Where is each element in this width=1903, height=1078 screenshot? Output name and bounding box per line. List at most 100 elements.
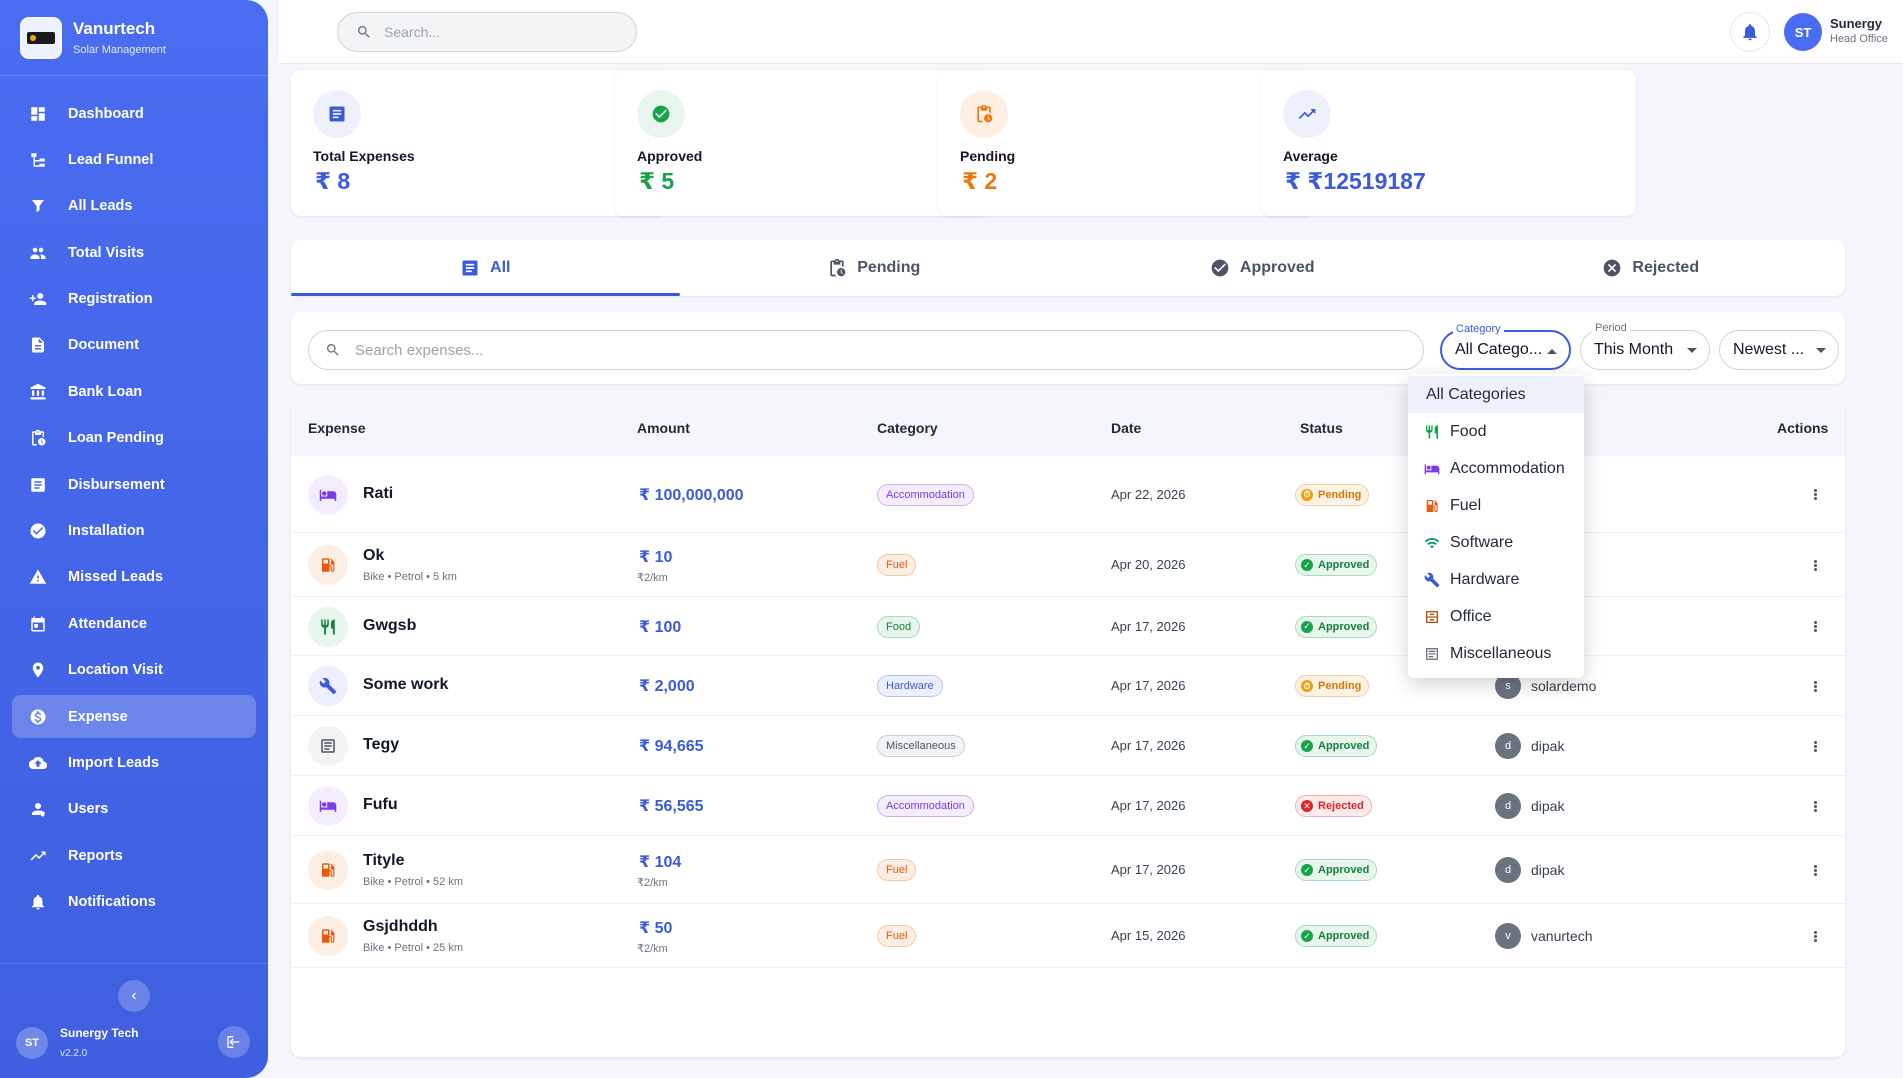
sidebar-item-installation[interactable]: Installation	[12, 510, 256, 553]
sidebar-item-all-leads[interactable]: All Leads	[12, 185, 256, 228]
period-select[interactable]: Period This Month	[1580, 322, 1710, 370]
category-icon-wrap	[308, 474, 348, 515]
pending-clipboard-icon	[32, 430, 46, 446]
expense-date: Apr 15, 2026	[1111, 928, 1186, 943]
table-row[interactable]: Gsjdhddh Bike • Petrol • 25 km ₹ 50 ₹2/km F…	[291, 904, 1845, 968]
bell-icon	[1743, 24, 1757, 41]
column-header-expense[interactable]: Expense	[308, 420, 366, 436]
expense-date: Apr 22, 2026	[1111, 486, 1186, 502]
sidebar-item-lead-funnel[interactable]: Lead Funnel	[12, 138, 256, 181]
sidebar-item-notifications[interactable]: Notifications	[12, 881, 256, 924]
sidebar-item-document[interactable]: Document	[12, 324, 256, 367]
sidebar-item-dashboard[interactable]: Dashboard	[12, 92, 256, 135]
user-menu[interactable]: Sunergy Head Office	[1830, 16, 1888, 45]
category-icon-wrap	[308, 850, 348, 890]
nav-icon-wrap	[28, 892, 48, 912]
logout-icon	[227, 1036, 240, 1048]
status-icon: ✕	[1301, 800, 1313, 812]
category-option-office[interactable]: Office	[1408, 598, 1584, 635]
tab-pending[interactable]: Pending	[680, 240, 1069, 296]
submitted-by: dipak	[1531, 738, 1565, 754]
global-search-input[interactable]: Search...	[337, 12, 637, 52]
sidebar-item-reports[interactable]: Reports	[12, 834, 256, 877]
sidebar-item-bank-loan[interactable]: Bank Loan	[12, 370, 256, 413]
row-actions-button[interactable]	[1805, 796, 1825, 816]
logout-button[interactable]	[218, 1026, 250, 1058]
sidebar-item-disbursement[interactable]: Disbursement	[12, 463, 256, 506]
table-row[interactable]: Fufu ₹ 56,565 Accommodation Apr 17, 2026 …	[291, 776, 1845, 836]
category-option-hardware[interactable]: Hardware	[1408, 561, 1584, 598]
category-option-accommodation[interactable]: Accommodation	[1408, 450, 1584, 487]
nav-icon-wrap	[28, 475, 48, 495]
tab-all[interactable]: All	[291, 240, 680, 296]
row-actions-button[interactable]	[1805, 555, 1825, 575]
column-header-date[interactable]: Date	[1111, 420, 1142, 436]
stat-label: Total Expenses	[313, 148, 415, 164]
column-header-category[interactable]: Category	[877, 420, 938, 436]
status-label: Rejected	[1318, 800, 1364, 812]
category-select[interactable]: Category All Catego...	[1440, 323, 1571, 370]
category-option-software[interactable]: Software	[1408, 524, 1584, 561]
filter-bar: Search expenses... Category All Catego..…	[291, 312, 1845, 384]
expense-table: Expense Amount Category Date Status Acti…	[291, 400, 1845, 1057]
row-actions-button[interactable]	[1805, 485, 1825, 505]
sidebar-item-total-visits[interactable]: Total Visits	[12, 231, 256, 274]
sort-select[interactable]: Newest ...	[1719, 330, 1839, 370]
row-actions-button[interactable]	[1805, 736, 1825, 756]
sidebar-item-registration[interactable]: Registration	[12, 278, 256, 321]
status-icon: ✓	[1301, 930, 1313, 942]
category-option-fuel[interactable]: Fuel	[1408, 487, 1584, 524]
table-row[interactable]: Tegy ₹ 94,665 Miscellaneous Apr 17, 2026 …	[291, 716, 1845, 776]
category-chip: Food	[877, 615, 921, 638]
sidebar-item-location-visit[interactable]: Location Visit	[12, 649, 256, 692]
tab-rejected[interactable]: Rejected	[1457, 240, 1846, 296]
cabinet-icon	[1426, 610, 1438, 623]
category-option-food[interactable]: Food	[1408, 413, 1584, 450]
category-option-miscellaneous[interactable]: Miscellaneous	[1408, 635, 1584, 672]
tab-label: Pending	[857, 259, 921, 276]
sidebar-item-label: Total Visits	[68, 244, 145, 261]
category-select-label: Category	[1453, 323, 1504, 335]
location-pin-icon	[32, 662, 44, 678]
notifications-button[interactable]	[1730, 12, 1770, 52]
receipt-icon	[462, 260, 478, 276]
table-row[interactable]: Gwgsb ₹ 100 Food Apr 17, 2026 ✓ Approved …	[291, 597, 1845, 656]
row-actions-button[interactable]	[1805, 926, 1825, 946]
expense-search-placeholder: Search expenses...	[355, 341, 484, 359]
table-row[interactable]: Ok Bike • Petrol • 5 km ₹ 10 ₹2/km Fuel Apr…	[291, 533, 1845, 597]
stat-cards: Total Expenses ₹ 8 Approved ₹ 5 Pending …	[291, 70, 1845, 216]
column-header-amount[interactable]: Amount	[637, 420, 690, 436]
sidebar-item-loan-pending[interactable]: Loan Pending	[12, 417, 256, 460]
column-header-status[interactable]: Status	[1300, 420, 1343, 436]
wrench-icon	[1424, 572, 1440, 587]
status-icon: ⏱	[1301, 488, 1313, 501]
row-actions-button[interactable]	[1805, 617, 1825, 637]
tab-label: Approved	[1239, 259, 1315, 276]
table-row[interactable]: Rati ₹ 100,000,000 Accommodation Apr 22, …	[291, 456, 1845, 533]
table-row[interactable]: Some work ₹ 2,000 Hardware Apr 17, 2026 ⏱…	[291, 656, 1845, 716]
fuel-pump-icon	[322, 558, 335, 572]
expense-date: Apr 17, 2026	[1111, 798, 1186, 813]
stat-value: ₹ 8	[315, 168, 351, 194]
collapse-sidebar-button[interactable]: ‹	[118, 980, 150, 1012]
expense-title: Some work	[363, 676, 449, 693]
sidebar-item-import-leads[interactable]: Import Leads	[12, 741, 256, 784]
user-role: Head Office	[1830, 33, 1888, 45]
user-avatar[interactable]: ST	[1784, 13, 1822, 51]
category-option-all-categories[interactable]: All Categories	[1408, 376, 1584, 413]
sidebar-item-attendance[interactable]: Attendance	[12, 602, 256, 645]
category-option-label: Hardware	[1450, 570, 1520, 588]
sidebar-user-name: Sunergy Tech	[60, 1026, 139, 1040]
trending-up-icon	[1298, 109, 1316, 119]
document-icon	[32, 337, 44, 353]
sidebar-item-missed-leads[interactable]: Missed Leads	[12, 556, 256, 599]
sidebar-footer: ‹ ST Sunergy Tech v2.2.0	[0, 963, 268, 1078]
tab-approved[interactable]: Approved	[1068, 240, 1457, 296]
sidebar-item-users[interactable]: Users	[12, 788, 256, 831]
expense-search-input[interactable]: Search expenses...	[308, 330, 1424, 370]
table-row[interactable]: Tityle Bike • Petrol • 52 km ₹ 104 ₹2/km Fu…	[291, 836, 1845, 904]
sidebar-item-expense[interactable]: Expense	[12, 695, 256, 739]
nav-icon-wrap	[28, 521, 48, 541]
row-actions-button[interactable]	[1805, 860, 1825, 880]
row-actions-button[interactable]	[1805, 676, 1825, 696]
